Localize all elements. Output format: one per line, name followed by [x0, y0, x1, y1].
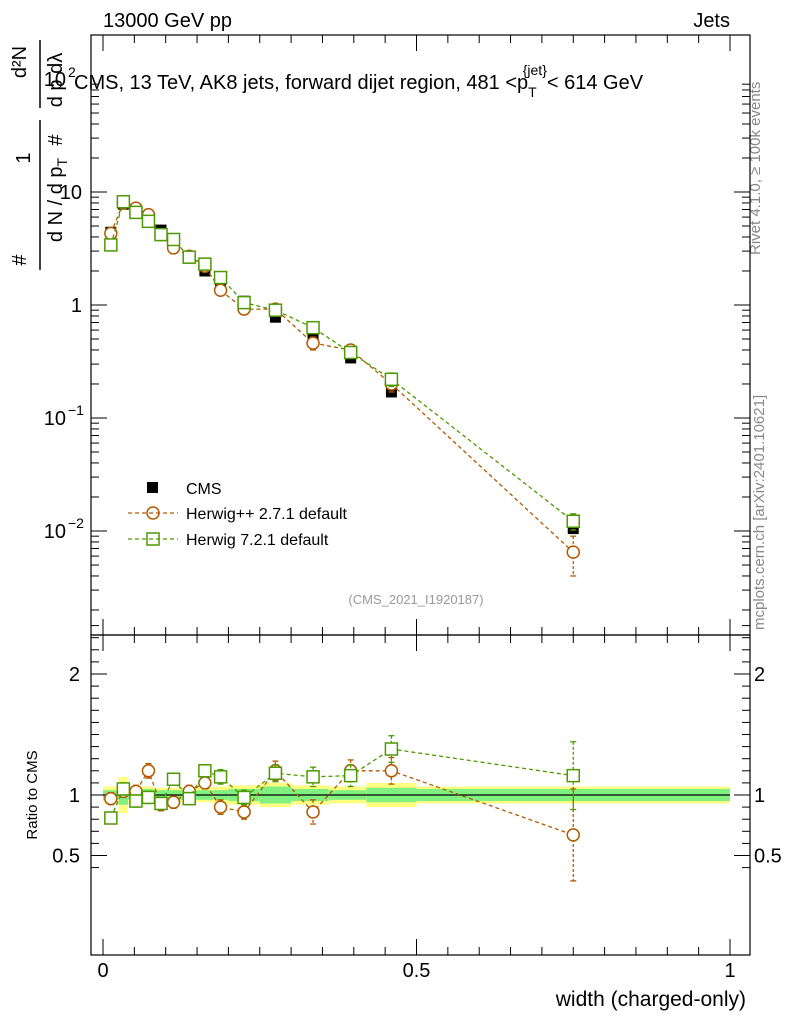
data-point-herwigpp	[213, 800, 228, 814]
analysis-label: (CMS_2021_I1920187)	[348, 592, 483, 607]
data-point-herwig7	[237, 295, 251, 310]
ylabel-den: d N / d pT	[45, 157, 70, 242]
data-point-herwigpp	[237, 805, 251, 819]
legend-herwig7-marker	[146, 532, 160, 546]
main-top-tick-label: 10	[44, 69, 66, 91]
ylabel-hash-b: #	[45, 134, 67, 146]
data-point-herwig7	[384, 742, 399, 756]
legend-herwig7-label: Herwig 7.2.1 default	[186, 532, 329, 549]
data-point-herwig7	[141, 214, 156, 229]
legend-herwigpp-label: Herwig++ 2.7.1 default	[186, 506, 348, 523]
ratio-ytick-label: 0.5	[52, 846, 80, 868]
ratio-xlabel: width (charged-only)	[555, 988, 746, 1011]
ratio-ytick-label-right: 2	[754, 664, 765, 686]
data-point-cms	[567, 523, 579, 535]
ylabel-one: 1	[13, 152, 35, 163]
data-point-herwig7	[104, 238, 118, 252]
data-point-herwig7	[237, 790, 251, 805]
ratio-xtick-label: 0	[97, 960, 108, 982]
main-marks	[104, 194, 580, 577]
ratio-ylabel: Ratio to CMS	[24, 750, 41, 839]
data-point-herwigpp	[104, 791, 118, 806]
ylabel-rhs-den: d p dλ	[45, 53, 67, 108]
main-ytick-label: 1	[71, 295, 82, 317]
data-point-herwigpp	[198, 776, 212, 790]
data-point-herwigpp	[166, 795, 181, 810]
legend-cms-marker	[147, 482, 158, 493]
ratio-axes: 0 0.5 1 0.5 0.5 1 1 2 2	[52, 625, 782, 982]
data-point-herwig7	[129, 794, 143, 808]
ratio-marks	[104, 735, 580, 882]
side-version: Rivet 4.1.0, ≥ 100k events	[747, 82, 764, 255]
data-point-herwig7	[166, 772, 181, 787]
main-ytick-exponent: −2	[68, 515, 84, 531]
series-line	[110, 200, 574, 522]
ratio-ytick-label-right: 0.5	[754, 846, 782, 868]
ratio-xtick-label: 0.5	[403, 960, 431, 982]
data-point-herwig7	[141, 790, 156, 805]
data-point-herwigpp	[566, 545, 580, 559]
data-point-herwig7	[213, 270, 228, 285]
ratio-ytick-label: 1	[69, 785, 80, 807]
data-point-herwig7	[306, 320, 320, 335]
data-point-herwig7	[566, 514, 580, 528]
main-title: CMS, 13 TeV, AK8 jets, forward dijet reg…	[74, 62, 644, 100]
data-point-herwig7	[154, 227, 168, 242]
series-line	[110, 748, 574, 819]
data-point-cms	[269, 311, 281, 323]
data-point-herwig7	[154, 796, 168, 811]
data-point-herwig7	[182, 791, 196, 806]
data-point-herwig7	[343, 768, 358, 783]
main-ytick-label: 10	[44, 521, 66, 543]
data-point-herwig7	[198, 764, 212, 778]
data-point-herwig7	[182, 250, 196, 264]
ylabel-hash-a: #	[9, 254, 31, 266]
header-jets: Jets	[693, 10, 730, 32]
ratio-ytick-label: 2	[69, 664, 80, 686]
data-point-herwigpp	[306, 336, 320, 350]
ratio-band	[103, 776, 730, 814]
main-top-tick-exponent: 2	[68, 64, 76, 80]
series-line	[110, 202, 574, 553]
header-energy: 13000 GeV pp	[103, 10, 232, 32]
data-point-herwigpp	[306, 805, 320, 819]
data-point-herwig7	[268, 303, 283, 317]
data-point-herwig7	[384, 372, 399, 387]
data-point-herwig7	[566, 768, 580, 783]
data-point-herwig7	[268, 766, 283, 780]
data-point-herwigpp	[213, 283, 228, 298]
data-point-herwig7	[129, 205, 143, 220]
data-point-herwig7	[213, 770, 228, 784]
data-point-herwig7	[116, 782, 131, 796]
legend: CMS Herwig++ 2.7.1 default Herwig 7.2.1 …	[128, 481, 348, 549]
legend-cms-label: CMS	[186, 481, 222, 498]
data-point-herwig7	[166, 232, 181, 247]
data-point-herwigpp	[384, 764, 399, 778]
ylabel-rhs-num: d²N	[9, 46, 31, 78]
data-point-herwig7	[116, 194, 131, 209]
data-point-herwig7	[306, 770, 320, 784]
ratio-xtick-label: 1	[724, 960, 735, 982]
data-point-herwig7	[104, 811, 118, 825]
ratio-ytick-label-right: 1	[754, 785, 765, 807]
data-point-herwig7	[343, 345, 358, 360]
main-ytick-label: 10	[60, 182, 82, 204]
side-url: mcplots.cern.ch [arXiv:2401.10621]	[751, 395, 768, 630]
main-ylabel: 1 d N / d pT # # d²N d p dλ	[9, 40, 70, 270]
data-point-herwigpp	[141, 764, 156, 778]
data-point-herwigpp	[566, 828, 580, 842]
main-ytick-exponent: −1	[68, 402, 84, 418]
main-ytick-label: 10	[44, 408, 66, 430]
legend-herwigpp-marker	[146, 506, 160, 520]
data-point-herwig7	[198, 257, 212, 271]
